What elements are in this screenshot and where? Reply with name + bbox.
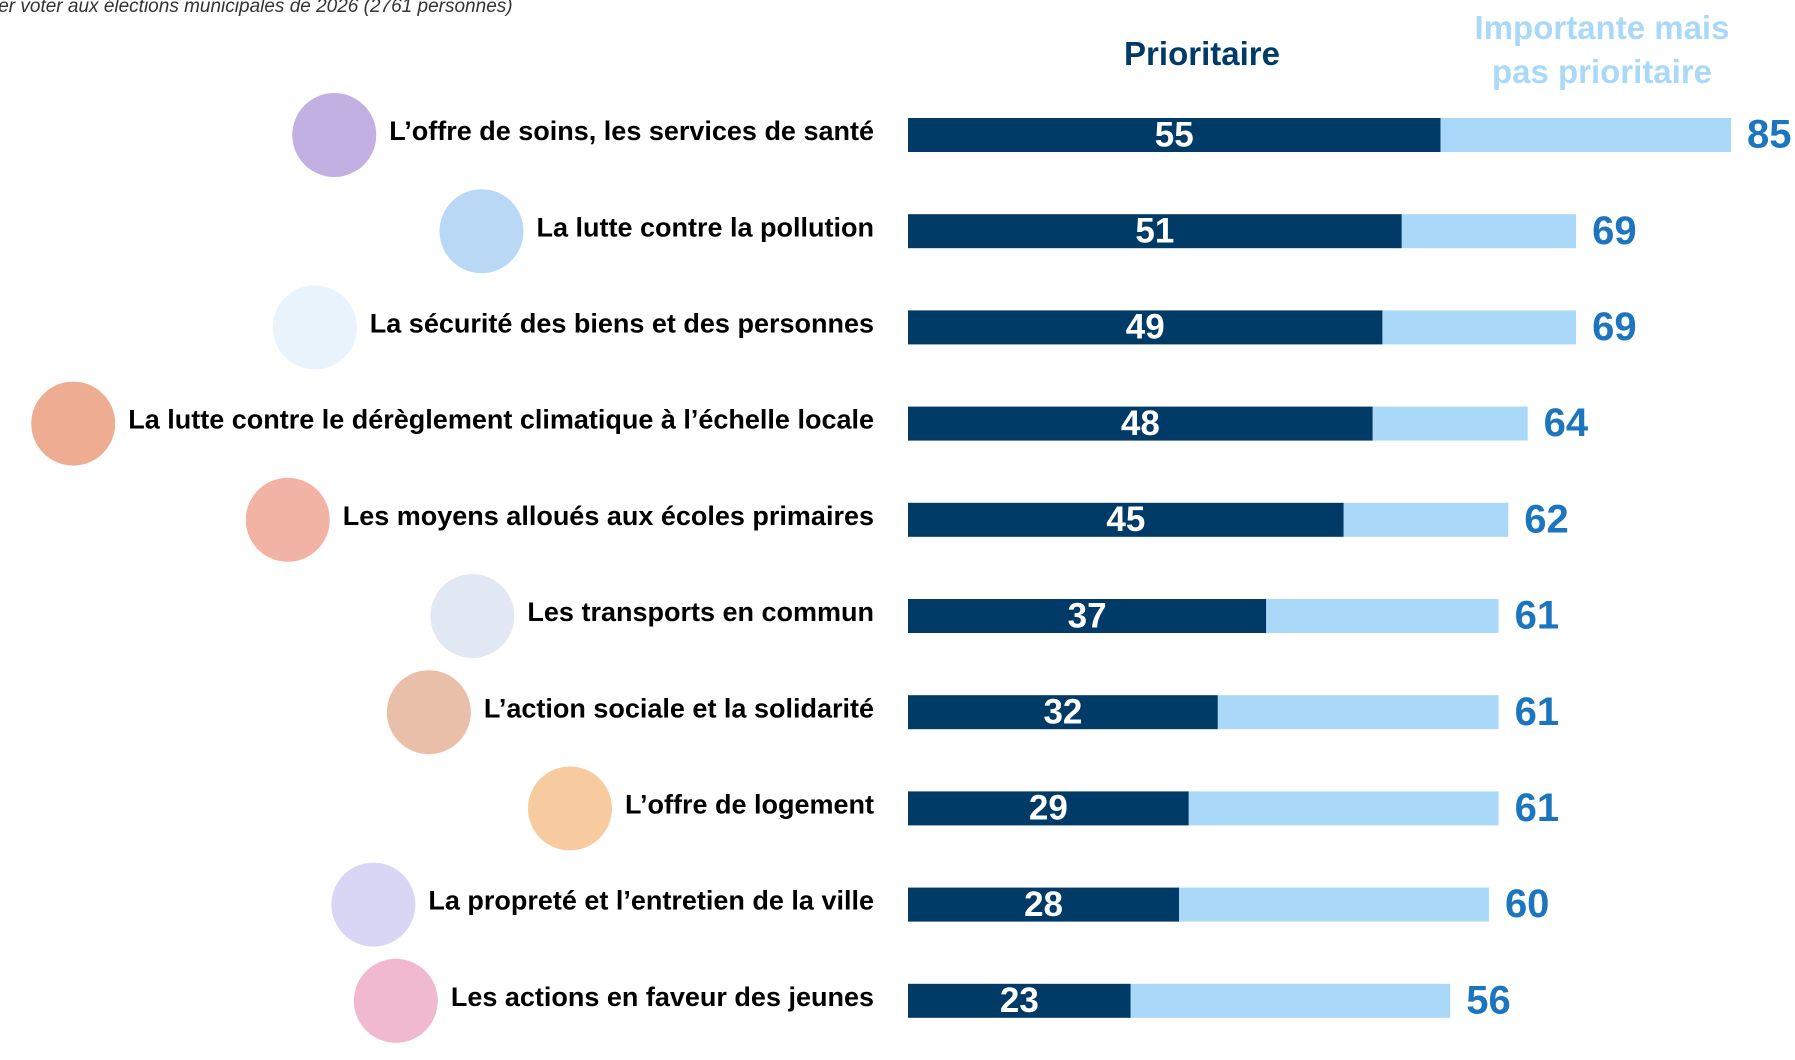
total-label: 64 [1544,401,1589,445]
category-label: Les actions en faveur des jeunes [451,982,874,1012]
icon [245,477,330,562]
bar-segment [1440,118,1731,152]
bar-segment [1382,310,1577,345]
value-label: 55 [1155,115,1194,154]
bar-segment [908,310,1383,345]
bar-segment [1266,599,1499,633]
legend-entry: Prioritaire [1124,35,1280,72]
category-label: La lutte contre le dérèglement climatiqu… [128,405,874,435]
value-label: 48 [1121,404,1160,443]
category-label: Les transports en commun [527,597,874,627]
bar-segment [908,406,1373,441]
icon [272,285,357,370]
bar-segment [1188,791,1499,826]
legend-entry: Importante mais pas prioritaire [1474,9,1730,90]
total-label: 85 [1747,113,1792,157]
total-label: 69 [1592,305,1637,349]
value-label: 49 [1126,308,1165,347]
bar-segment [1343,502,1509,537]
bar-segment [908,502,1344,537]
total-label: 61 [1515,786,1560,830]
icon [331,862,416,947]
value-label: 32 [1043,692,1082,731]
bar-segment [1217,695,1499,730]
value-label: 23 [1000,981,1039,1020]
category-label: Les moyens alloués aux écoles primaires [343,501,874,531]
bar-segment [1130,983,1451,1018]
category-label: L’offre de soins, les services de santé [389,116,874,146]
bar-segment [908,983,1131,1018]
total-label: 61 [1515,594,1560,638]
icon [527,766,612,851]
bar-segment [1372,406,1528,441]
icon [439,189,524,274]
category-label: La sécurité des biens et des personnes [370,309,874,339]
category-label: La lutte contre la pollution [537,212,875,242]
icon [386,670,471,755]
icon [31,381,116,466]
bar-segment [908,695,1218,730]
value-label: 45 [1106,500,1145,539]
value-label: 28 [1024,885,1063,924]
category-label: La propreté et l’entretien de la ville [428,886,874,916]
bar-segment [1401,214,1577,249]
bar-segment [908,791,1189,826]
value-label: 37 [1068,596,1107,635]
category-label: L’offre de logement [625,790,874,820]
value-label: 29 [1029,789,1068,828]
total-label: 56 [1466,978,1511,1022]
total-label: 69 [1592,209,1637,253]
icon [292,93,377,177]
icon [430,574,515,658]
icon [353,958,438,1043]
bar-segment [908,887,1180,922]
total-label: 60 [1505,882,1550,926]
total-label: 61 [1515,690,1560,734]
bar-segment [1179,887,1489,922]
total-label: 62 [1524,497,1569,541]
subtitle: ler voter aux élections municipales de 2… [0,0,513,17]
bar-segment [908,214,1402,249]
category-label: L’action sociale et la solidarité [484,693,874,723]
bar-segment [908,118,1441,152]
bar-segment [908,599,1267,633]
value-label: 51 [1135,211,1174,250]
